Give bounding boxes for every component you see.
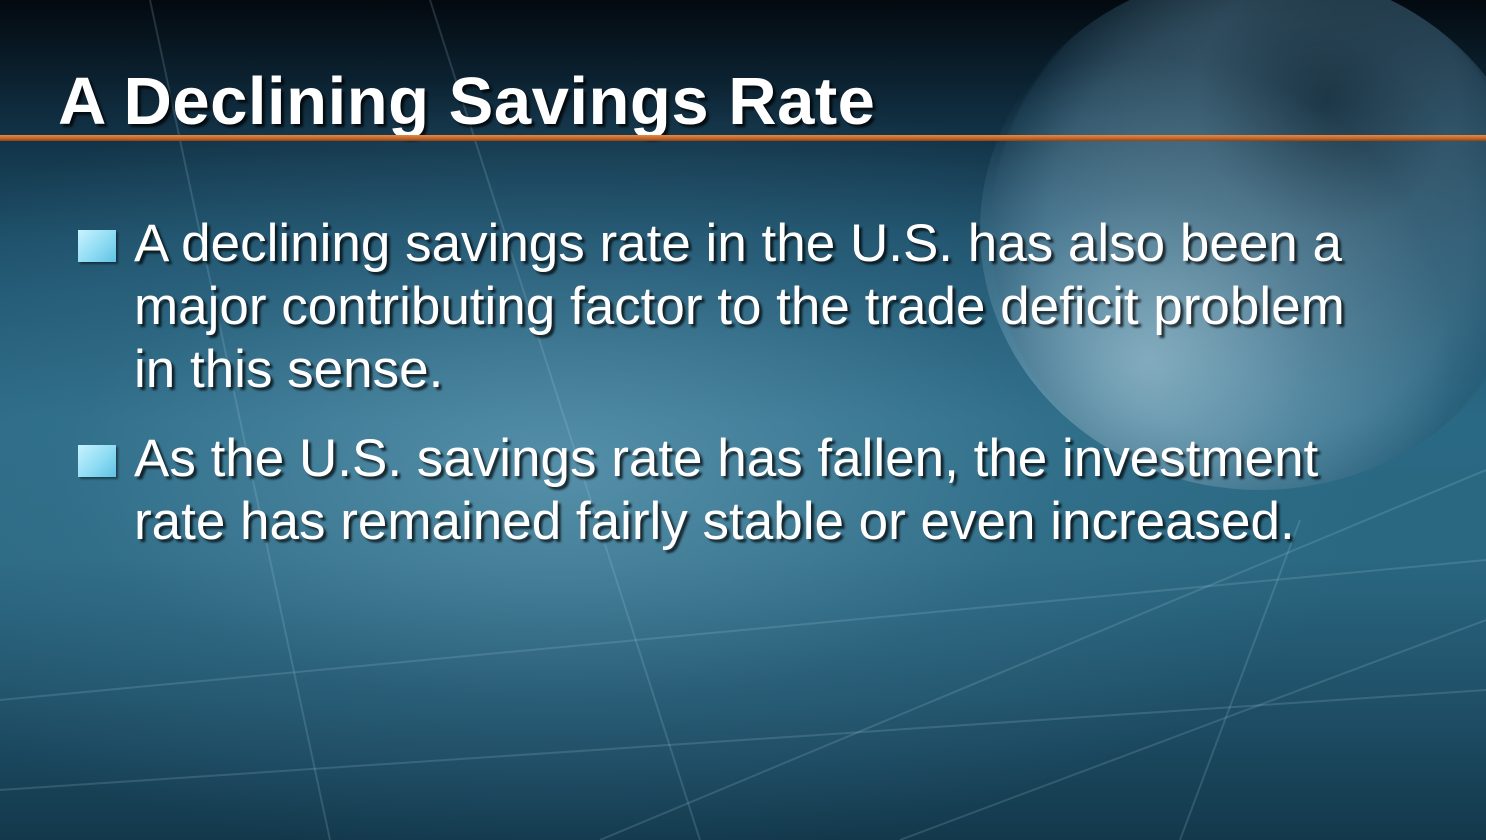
title-bar: A Declining Savings Rate [0,0,1486,150]
bullet-item: As the U.S. savings rate has fallen, the… [78,427,1398,553]
bullet-text: As the U.S. savings rate has fallen, the… [134,429,1319,551]
slide-title: A Declining Savings Rate [58,64,876,139]
bullet-item: A declining savings rate in the U.S. has… [78,212,1398,401]
globe-icon [980,0,1486,490]
title-divider [0,135,1486,141]
bullet-text: A declining savings rate in the U.S. has… [134,214,1345,399]
square-bullet-icon [78,230,116,262]
square-bullet-icon [78,445,116,477]
bullet-list: A declining savings rate in the U.S. has… [78,212,1398,579]
